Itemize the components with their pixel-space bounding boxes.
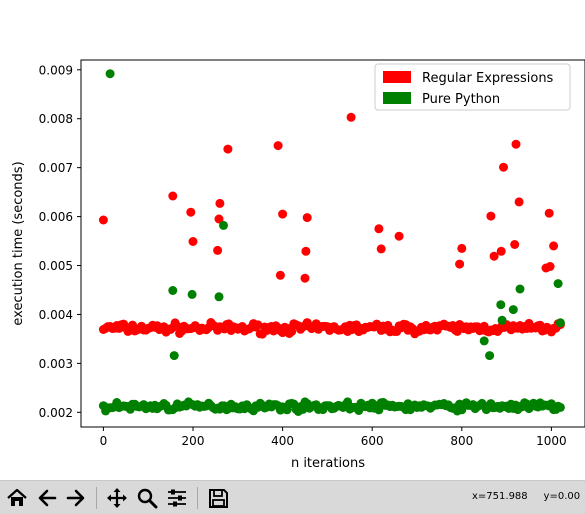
y-tick-label: 0.003 (39, 357, 73, 371)
plot-area (81, 60, 585, 427)
data-point-regex (215, 198, 225, 208)
forward-button[interactable] (63, 485, 89, 511)
data-point-python (168, 286, 178, 295)
y-tick-label: 0.009 (39, 63, 73, 77)
y-tick-label: 0.008 (39, 112, 73, 126)
x-axis-label: n iterations (291, 456, 365, 471)
data-point-python (105, 69, 115, 79)
data-point-regex (188, 237, 198, 246)
data-point-python (214, 292, 224, 302)
legend-box (374, 63, 571, 111)
legend-label: Regular Expressions (422, 71, 554, 86)
y-tick-label: 0.007 (39, 161, 73, 175)
data-point-python (553, 279, 563, 289)
data-point-python (479, 336, 489, 346)
data-point-regex (168, 191, 178, 201)
floppy-disk-icon (209, 489, 228, 508)
data-point-regex (301, 246, 311, 256)
data-point-python (187, 289, 197, 299)
data-point-regex (511, 139, 521, 149)
x-tick-label: 800 (450, 434, 473, 448)
data-point-python (374, 405, 384, 415)
data-point-regex (545, 262, 555, 271)
data-point-regex (278, 209, 288, 219)
data-point-regex (374, 224, 384, 234)
data-point-regex (457, 243, 467, 253)
x-tick-label: 200 (182, 434, 205, 448)
data-point-python (496, 300, 506, 310)
axes-frame (80, 59, 585, 428)
move-icon (107, 488, 127, 508)
data-point-regex (223, 144, 233, 154)
data-point-regex (300, 273, 310, 283)
home-icon (7, 488, 27, 506)
zoom-button[interactable] (134, 485, 160, 511)
data-point-regex (213, 245, 223, 255)
y-tick-label: 0.004 (39, 308, 73, 322)
x-tick-label: 0 (100, 434, 108, 448)
data-point-python (555, 318, 565, 328)
legend-label: Pure Python (422, 92, 500, 107)
pan-button[interactable] (104, 485, 130, 511)
figure: 0 200 400 600 800 1000 0.002 0.003 0.004 0.005 0.0… (11, 59, 585, 471)
cursor-coordinates: x=751.988 y=0.00 (472, 491, 581, 502)
data-point-regex (455, 259, 465, 269)
x-tick-label: 600 (361, 434, 384, 448)
save-button[interactable] (205, 485, 231, 511)
arrow-left-icon (38, 489, 57, 507)
data-point-regex (302, 213, 312, 223)
data-point-regex (287, 327, 297, 337)
data-point-regex (486, 211, 496, 221)
data-point-regex (98, 215, 108, 225)
data-point-regex (275, 270, 285, 280)
data-point-regex (186, 207, 196, 217)
toolbar-separator (96, 487, 97, 509)
y-tick-label: 0.005 (39, 259, 73, 273)
legend-swatch (383, 71, 411, 83)
data-point-python (515, 284, 525, 294)
data-point-python (485, 351, 495, 361)
magnifier-icon (137, 488, 158, 509)
data-point-regex (214, 214, 224, 224)
y-tick-label: 0.006 (39, 210, 73, 224)
data-point-regex (273, 141, 283, 151)
navigation-toolbar: x=751.988 y=0.00 (0, 480, 585, 514)
data-point-python (508, 305, 518, 315)
x-tick-label: 400 (271, 434, 294, 448)
data-point-regex (346, 112, 356, 122)
data-point-python (497, 315, 507, 325)
data-point-regex (514, 197, 524, 207)
x-tick-label: 1000 (536, 434, 567, 448)
y-axis-label: execution time (seconds) (11, 161, 26, 325)
data-point-python (169, 351, 179, 361)
configure-subplots-button[interactable] (164, 485, 190, 511)
scatter-chart: 0 200 400 600 800 1000 0.002 0.003 0.004 0.005 0.0… (11, 59, 585, 471)
data-point-python (219, 220, 228, 230)
data-point-regex (544, 208, 554, 218)
data-point-regex (510, 240, 520, 249)
toolbar-separator (197, 487, 198, 509)
data-point-regex (499, 162, 508, 172)
arrow-right-icon (66, 489, 85, 507)
data-point-regex (376, 244, 386, 254)
data-point-regex (549, 241, 559, 251)
home-button[interactable] (4, 485, 30, 511)
y-tick-label: 0.002 (39, 406, 73, 420)
data-point-regex (496, 246, 506, 256)
data-point-regex (394, 231, 404, 241)
back-button[interactable] (34, 485, 60, 511)
legend-swatch (383, 92, 411, 104)
data-point-python (555, 402, 565, 412)
sliders-icon (168, 489, 186, 507)
data-point-regex (489, 251, 499, 261)
